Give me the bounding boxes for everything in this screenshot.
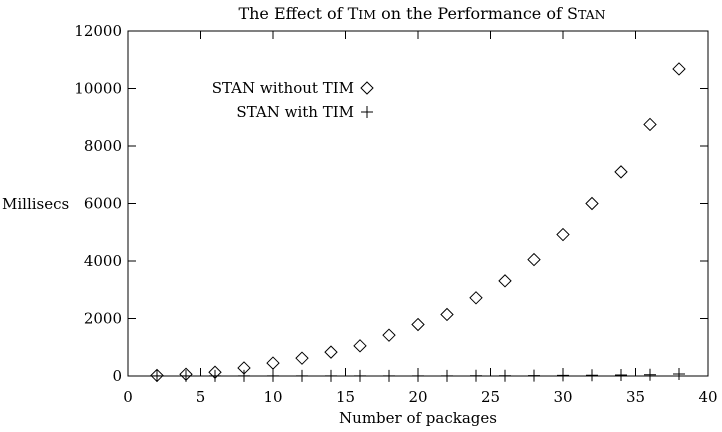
data-point-plus [383, 369, 395, 382]
title-part: on the Performance of S [376, 4, 578, 23]
legend: STAN without TIM STAN with TIM [212, 79, 374, 121]
y-tick-label: 10000 [74, 80, 122, 98]
data-point-plus [644, 368, 656, 381]
data-point-plus [325, 369, 337, 382]
y-axis-label: Millisecs [2, 195, 69, 213]
data-point-plus [586, 369, 598, 382]
title-part: The Effect of T [238, 4, 358, 23]
data-point-plus [180, 369, 192, 382]
data-point-diamond [498, 274, 512, 288]
data-point-plus [441, 369, 453, 382]
x-axis: 0 5 10 15 20 25 30 35 40 [123, 31, 718, 406]
data-point-plus [412, 369, 424, 382]
data-point-diamond [556, 227, 570, 242]
x-tick-label: 25 [481, 388, 500, 406]
x-tick-label: 40 [698, 388, 717, 406]
x-tick-label: 35 [626, 388, 645, 406]
data-point-plus [528, 369, 540, 382]
data-point-plus [673, 367, 685, 380]
data-point-diamond [614, 165, 628, 179]
data-point-diamond [411, 317, 425, 332]
legend-marker [361, 106, 373, 118]
series-1 [150, 62, 686, 383]
data-point-diamond [527, 252, 541, 267]
y-tick-label: 8000 [84, 137, 122, 155]
series-2 [151, 367, 685, 382]
data-point-plus [296, 369, 308, 382]
data-point-plus [267, 369, 279, 382]
legend-label: STAN without TIM [212, 79, 354, 97]
data-point-diamond [672, 62, 686, 76]
x-tick-label: 20 [408, 388, 427, 406]
data-point-diamond [353, 339, 367, 353]
data-point-diamond [266, 356, 280, 370]
data-point-plus [151, 369, 163, 382]
x-axis-label: Number of packages [339, 409, 497, 427]
data-point-plus [470, 369, 482, 382]
y-tick-label: 6000 [84, 195, 122, 213]
x-tick-label: 30 [553, 388, 572, 406]
y-tick-label: 2000 [84, 310, 122, 328]
data-point-plus [354, 369, 366, 382]
legend-marker [360, 81, 374, 95]
data-point-plus [499, 369, 511, 382]
x-tick-label: 5 [196, 388, 206, 406]
data-point-plus [557, 369, 569, 382]
data-point-diamond [324, 345, 338, 359]
y-axis: 0 2000 4000 6000 8000 10000 12000 [74, 22, 708, 385]
y-tick-label: 0 [112, 367, 122, 385]
data-point-diamond [295, 351, 309, 365]
y-tick-label: 4000 [84, 252, 122, 270]
data-point-plus [238, 369, 250, 382]
chart-title: The Effect of TIM on the Performance of … [238, 4, 605, 23]
data-point-plus [209, 369, 221, 382]
data-point-diamond [440, 307, 454, 322]
data-point-diamond [382, 328, 396, 342]
data-point-diamond [585, 196, 599, 211]
data-point-diamond [469, 291, 483, 305]
title-part: TAN [578, 7, 606, 22]
data-point-diamond [643, 117, 657, 132]
y-tick-label: 12000 [74, 22, 122, 40]
plot-area [150, 62, 686, 383]
x-tick-label: 0 [123, 388, 133, 406]
legend-label: STAN with TIM [236, 103, 354, 121]
x-tick-label: 10 [263, 388, 282, 406]
data-point-plus [615, 368, 627, 381]
x-tick-label: 15 [336, 388, 355, 406]
title-part: IM [358, 7, 376, 22]
